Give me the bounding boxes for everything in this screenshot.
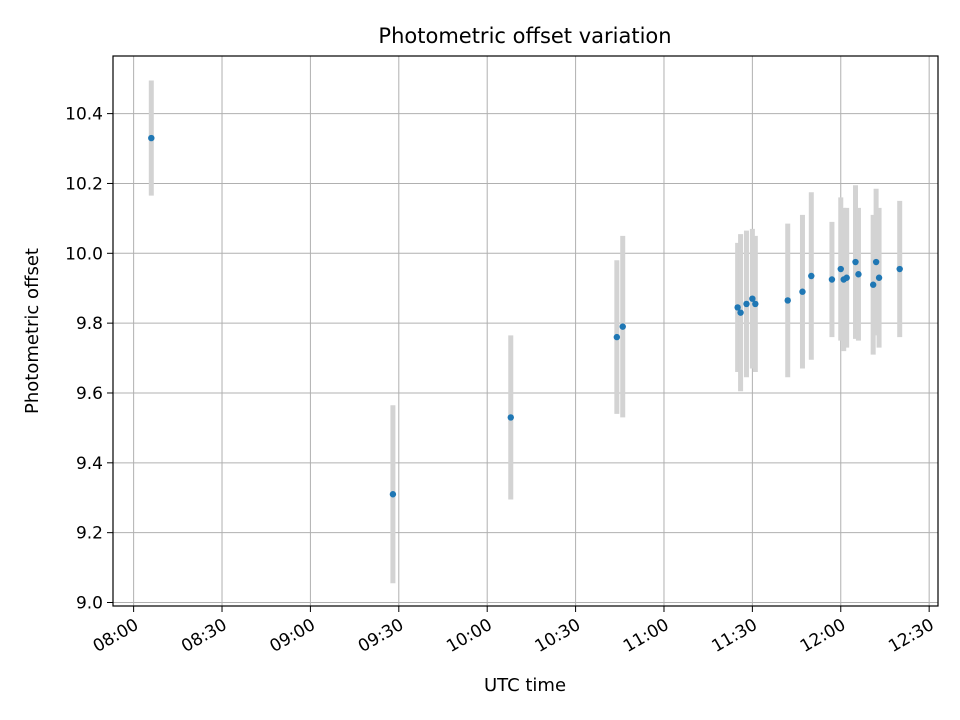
data-point <box>389 491 397 498</box>
data-point <box>855 271 862 278</box>
chart-title: Photometric offset variation <box>378 24 671 48</box>
data-point <box>619 323 626 330</box>
y-tick-label: 9.8 <box>76 314 103 334</box>
data-point <box>784 297 791 304</box>
data-point <box>752 300 759 308</box>
data-point <box>828 276 836 283</box>
data-point <box>799 288 806 295</box>
data-point <box>749 295 756 302</box>
grid <box>113 56 938 606</box>
data-point <box>875 274 883 281</box>
data-point <box>872 258 880 266</box>
y-axis-label: Photometric offset <box>22 248 43 414</box>
data-point <box>613 333 621 341</box>
data-point <box>843 274 850 281</box>
y-tick-label: 9.2 <box>76 524 103 544</box>
x-axis-label: UTC time <box>484 675 566 696</box>
data-point <box>852 258 859 266</box>
plot-frame <box>112 55 939 607</box>
data-point <box>734 304 741 311</box>
data-point <box>743 300 750 308</box>
y-tick-label: 10.2 <box>65 174 103 194</box>
y-tick-label: 9.6 <box>76 384 103 404</box>
y-axis-ticks: 9.0 9.2 9.4 9.6 9.8 10.0 10.2 10.4 <box>65 105 113 614</box>
data-point <box>896 265 903 273</box>
data-point <box>837 265 844 273</box>
y-tick-label: 10.4 <box>65 105 103 125</box>
data-point <box>148 134 155 142</box>
y-tick-label: 10.0 <box>65 244 103 264</box>
data-point <box>869 281 877 288</box>
data-point <box>737 309 744 316</box>
data-point <box>507 414 514 421</box>
data-point <box>808 272 815 280</box>
data-points <box>148 134 903 498</box>
y-tick-label: 9.4 <box>76 454 103 474</box>
y-tick-label: 9.0 <box>76 594 103 614</box>
